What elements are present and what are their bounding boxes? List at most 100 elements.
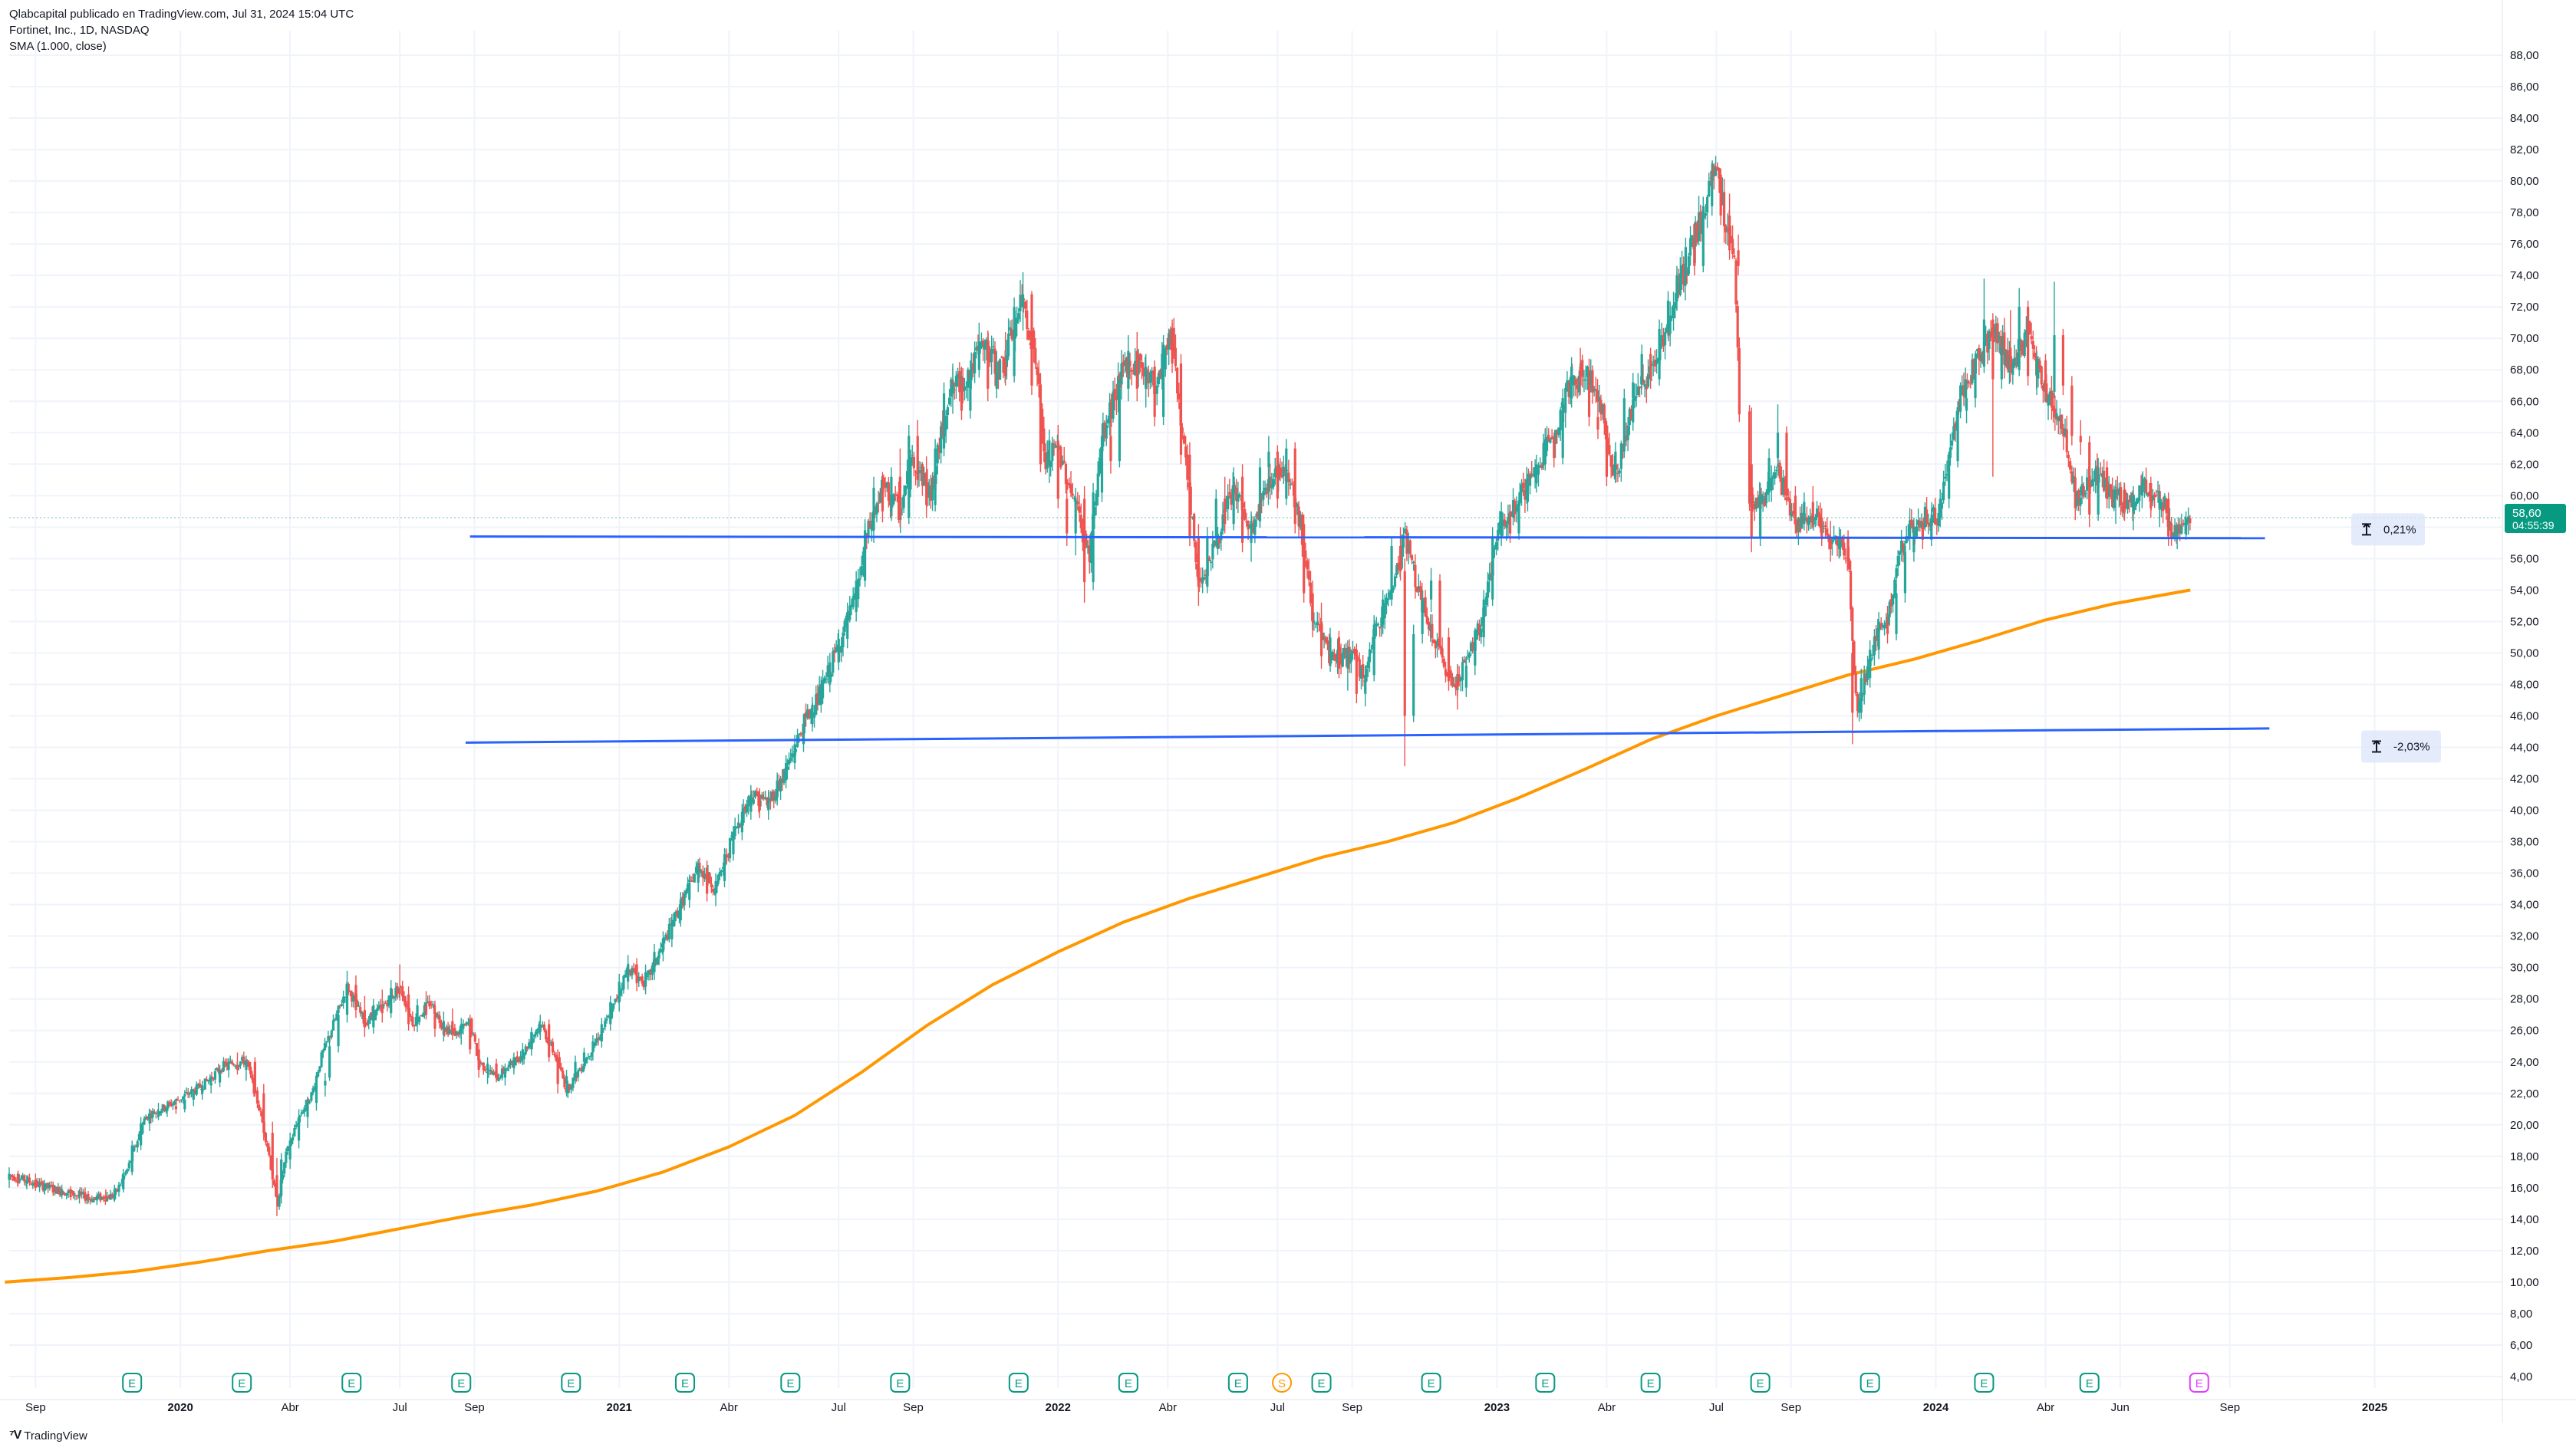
earnings-marker[interactable]: E [1974,1373,1995,1393]
candle [2124,490,2127,509]
candle [2130,492,2133,508]
candle-body [129,1160,133,1163]
y-tick-label: 74,00 [2510,269,2539,282]
candle-body [144,1117,147,1120]
candle [1224,495,1228,512]
candle-body [1193,514,1196,541]
candle-body [791,753,794,758]
candle [929,475,932,509]
candle [1272,473,1275,490]
candle [772,789,776,808]
earnings-marker[interactable]: E [1535,1373,1556,1393]
candle-body [156,1110,160,1114]
earnings-marker[interactable]: E [1750,1373,1771,1393]
candle-body [258,1104,261,1110]
candle-body [1171,344,1174,364]
time-axis[interactable]: Sep 2020 Abr Jul Sep 2021 Abr Jul Sep 2022 Abr Jul S… [25,1401,2387,1414]
x-tick-label: Abr [1598,1401,1616,1414]
candle [2004,349,2008,368]
candle-body [585,1058,588,1064]
candle [534,1029,538,1039]
earnings-marker[interactable]: E [561,1373,581,1393]
candle-key [280,1153,283,1204]
candle-body [394,987,397,998]
candle-body [363,1010,366,1028]
candle-body [1179,364,1183,456]
footer-brand[interactable]: ⁷V TradingView [9,1429,87,1442]
candle [1788,491,1791,521]
earnings-marker[interactable]: E [232,1373,252,1393]
earnings-marker[interactable]: E [1311,1373,1332,1393]
earnings-marker[interactable]: E [675,1373,696,1393]
candle-body [947,397,951,405]
split-marker[interactable]: S [1272,1373,1293,1393]
candle-body [1518,492,1521,504]
candle-body [328,1046,331,1078]
candle [1123,352,1127,373]
candle-key [740,804,743,840]
earnings-marker[interactable]: E [451,1373,472,1393]
candle-body [1488,574,1491,581]
candle [1722,179,1726,243]
candle [55,1186,58,1194]
candle [420,1015,423,1017]
candle [919,461,922,482]
earnings-marker[interactable]: E [2079,1373,2100,1393]
candle-body [600,1024,603,1042]
candle [1716,162,1719,171]
earnings-marker[interactable]: E [2189,1373,2209,1393]
measure-badge[interactable]: 0,21% [2351,513,2425,546]
candle [1996,317,1999,352]
candle-body [2153,495,2156,498]
marker-label: E [1866,1377,1874,1390]
candle [1159,368,1162,380]
candle [559,1062,563,1072]
candle-body [1461,662,1464,681]
y-tick-label: 56,00 [2510,552,2539,565]
candle [2116,475,2119,501]
candle-body [1497,529,1500,541]
candle [1714,156,1718,176]
candle [1629,405,1633,421]
candle-key [697,859,700,893]
indicator-legend[interactable]: SMA (1.000, close) [9,40,107,53]
candle-body [860,565,863,576]
candle [2021,340,2024,356]
candle-body [1240,476,1244,543]
earnings-marker[interactable]: E [1860,1373,1880,1393]
price-axis[interactable]: 4,006,008,0010,0012,0014,0016,0018,0020,… [2510,49,2539,1383]
candle-body [1216,534,1220,549]
candle-body [2130,495,2133,502]
candle [1959,382,1962,419]
earnings-marker[interactable]: E [1227,1373,1248,1393]
earnings-marker[interactable]: E [1640,1373,1661,1393]
candle-body [1514,501,1517,515]
candle-body [377,1005,380,1009]
candle [453,1024,456,1037]
candle [914,470,917,486]
symbol-legend[interactable]: Fortinet, Inc., 1D, NASDAQ [9,24,150,37]
candle-body [1182,435,1186,444]
candle-body [1379,627,1382,629]
earnings-marker[interactable]: E [890,1373,911,1393]
candle [258,1100,261,1111]
earnings-marker[interactable]: E [122,1373,143,1393]
candle-key [43,1179,46,1195]
earnings-marker[interactable]: E [1008,1373,1029,1393]
candle-key [262,1084,265,1141]
candle [1748,405,1751,512]
earnings-marker[interactable]: E [341,1373,362,1393]
candle-key [1684,237,1687,285]
earnings-marker[interactable]: E [780,1373,801,1393]
earnings-marker[interactable]: E [1118,1373,1138,1393]
candle-key [969,360,972,419]
trend-lines[interactable] [465,535,2270,744]
candle-key [627,955,630,990]
candle-body [334,1019,337,1021]
earnings-marker[interactable]: E [1421,1373,1441,1393]
candle [1510,511,1513,517]
x-tick-label: Abr [2037,1401,2054,1414]
measure-badge[interactable]: -2,03% [2361,730,2441,763]
